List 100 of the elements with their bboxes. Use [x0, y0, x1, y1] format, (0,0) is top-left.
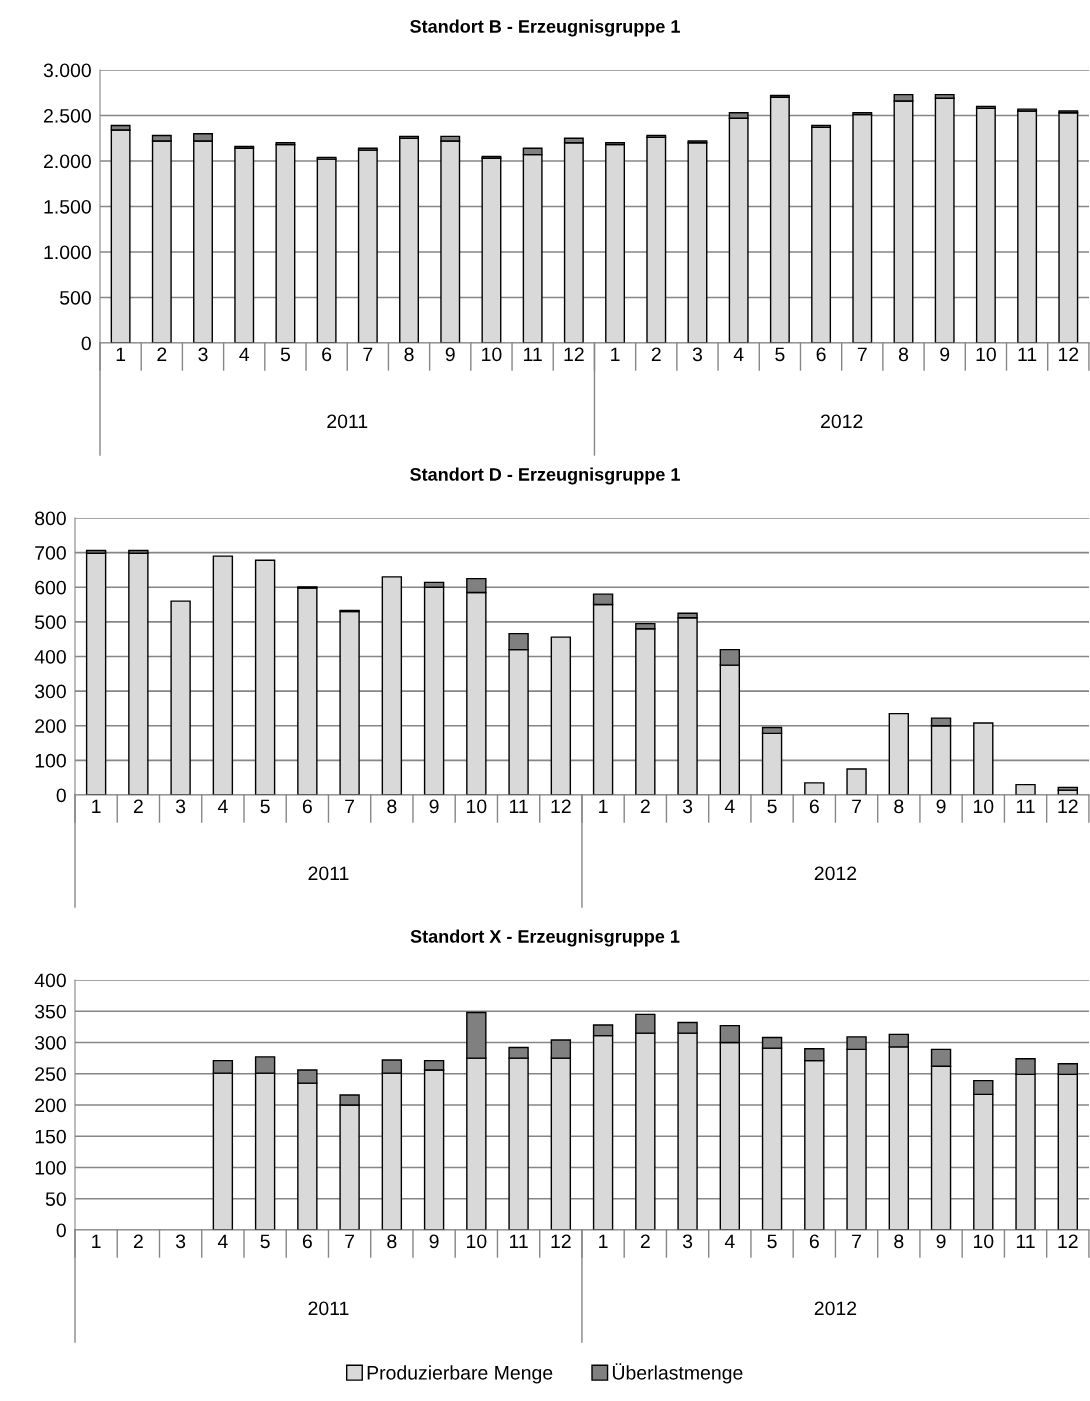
x-tick-label: 8 — [894, 799, 904, 814]
text: 2011 — [308, 866, 349, 881]
x-tick-label: 3 — [175, 1234, 186, 1249]
y-tick-label: 100 — [35, 1160, 66, 1175]
x-tick-label: 1 — [92, 1234, 101, 1249]
x-tick-label: 9 — [940, 347, 950, 362]
x-tick-label: 6 — [302, 799, 312, 814]
bar — [170, 600, 191, 795]
x-tick-label: 5 — [260, 799, 270, 814]
x-tick-label: 4 — [217, 799, 228, 814]
bar — [934, 97, 955, 343]
x-tick-label: 9 — [936, 799, 946, 814]
text: 2012 — [814, 866, 857, 881]
y-tick-label: 2.500 — [43, 108, 91, 123]
x-tick-label: 2 — [640, 1234, 650, 1249]
x-tick-label: 7 — [852, 1234, 861, 1249]
x-tick-label: 4 — [733, 347, 744, 362]
y-tick-label: 0 — [56, 1223, 66, 1238]
y-tick-label: 600 — [35, 580, 66, 595]
text: 2011 — [308, 1301, 349, 1316]
bar — [852, 113, 873, 343]
bar — [212, 555, 234, 795]
y-tick-label: 300 — [34, 1035, 66, 1050]
bar — [846, 768, 867, 795]
x-tick-label: 2 — [651, 347, 661, 362]
x-tick-label: 3 — [682, 1234, 693, 1249]
x-tick-label: 6 — [809, 799, 819, 814]
y-tick-label: 3.000 — [43, 63, 91, 78]
x-tick-label: 2 — [157, 347, 167, 362]
bar — [1057, 786, 1078, 791]
x-tick-label: 10 — [482, 347, 502, 362]
bar — [888, 712, 910, 795]
bar — [275, 143, 296, 343]
x-tick-label: 12 — [1058, 1234, 1078, 1249]
y-tick-label: 50 — [45, 1192, 66, 1206]
text: 2012 — [814, 1301, 857, 1316]
x-tick-label: 12 — [551, 799, 571, 814]
x-tick-label: 11 — [509, 1234, 528, 1249]
x-tick-label: 4 — [724, 1234, 735, 1249]
x-tick-label: 4 — [217, 1234, 228, 1249]
x-tick-label: 4 — [239, 347, 250, 362]
x-tick-label: 6 — [302, 1234, 312, 1249]
x-tick-label: 12 — [564, 347, 584, 362]
x-tick-label: 2 — [133, 1234, 143, 1249]
bar — [234, 147, 255, 343]
y-tick-label: 500 — [35, 615, 66, 630]
y-tick-label: 0 — [81, 336, 91, 351]
x-tick-label: 11 — [1016, 1234, 1035, 1249]
x-tick-label: 10 — [976, 347, 996, 362]
bar — [605, 143, 626, 343]
chart-title: Standort X - Erzeugnisgruppe 1 — [410, 929, 680, 947]
x-tick-label: 11 — [1018, 347, 1037, 362]
x-tick-label: 1 — [599, 1234, 608, 1249]
x-tick-label: 10 — [973, 799, 994, 814]
y-tick-label: 100 — [35, 753, 66, 768]
bar — [110, 129, 131, 343]
x-tick-label: 11 — [524, 347, 542, 362]
x-tick-label: 7 — [857, 347, 867, 362]
x-tick-label: 9 — [445, 347, 455, 362]
x-tick-label: 2 — [640, 799, 650, 814]
bar — [423, 586, 445, 795]
bar — [677, 617, 698, 795]
legend-label: Produzierbare Menge — [367, 1365, 553, 1384]
x-tick-label: 5 — [260, 1234, 270, 1249]
bar — [481, 157, 502, 343]
bar — [1058, 112, 1079, 343]
y-tick-label: 400 — [34, 973, 66, 988]
x-tick-label: 8 — [404, 347, 414, 362]
y-tick-label: 2.000 — [43, 154, 91, 169]
bar — [769, 96, 790, 343]
bar — [804, 782, 825, 795]
x-tick-label: 3 — [692, 347, 703, 362]
bar — [687, 142, 708, 343]
bar — [1017, 110, 1038, 343]
bar — [297, 587, 318, 795]
text: 2012 — [821, 414, 863, 429]
bar — [357, 149, 378, 343]
x-tick-label: 7 — [852, 799, 861, 814]
chart-title: Standort D - Erzeugnisgruppe 1 — [410, 467, 680, 485]
x-tick-label: 10 — [973, 1234, 994, 1249]
chart-title: Standort B - Erzeugnisgruppe 1 — [410, 19, 680, 37]
y-tick-label: 300 — [34, 684, 66, 699]
x-tick-label: 10 — [467, 1234, 487, 1249]
bar — [973, 722, 994, 795]
y-tick-label: 0 — [56, 788, 66, 803]
y-tick-label: 1.000 — [44, 245, 91, 260]
x-tick-label: 12 — [551, 1234, 571, 1249]
bar — [811, 126, 832, 343]
x-tick-label: 6 — [322, 347, 332, 362]
x-tick-label: 3 — [175, 799, 186, 814]
x-tick-label: 9 — [429, 799, 439, 814]
x-tick-label: 6 — [816, 347, 826, 362]
y-tick-label: 400 — [34, 649, 66, 664]
x-tick-label: 5 — [775, 347, 785, 362]
x-tick-label: 5 — [280, 347, 291, 362]
x-tick-label: 7 — [363, 347, 373, 362]
bar — [254, 559, 276, 795]
x-tick-label: 11 — [1016, 799, 1035, 814]
bar — [1015, 783, 1036, 795]
x-tick-label: 5 — [767, 1234, 777, 1249]
